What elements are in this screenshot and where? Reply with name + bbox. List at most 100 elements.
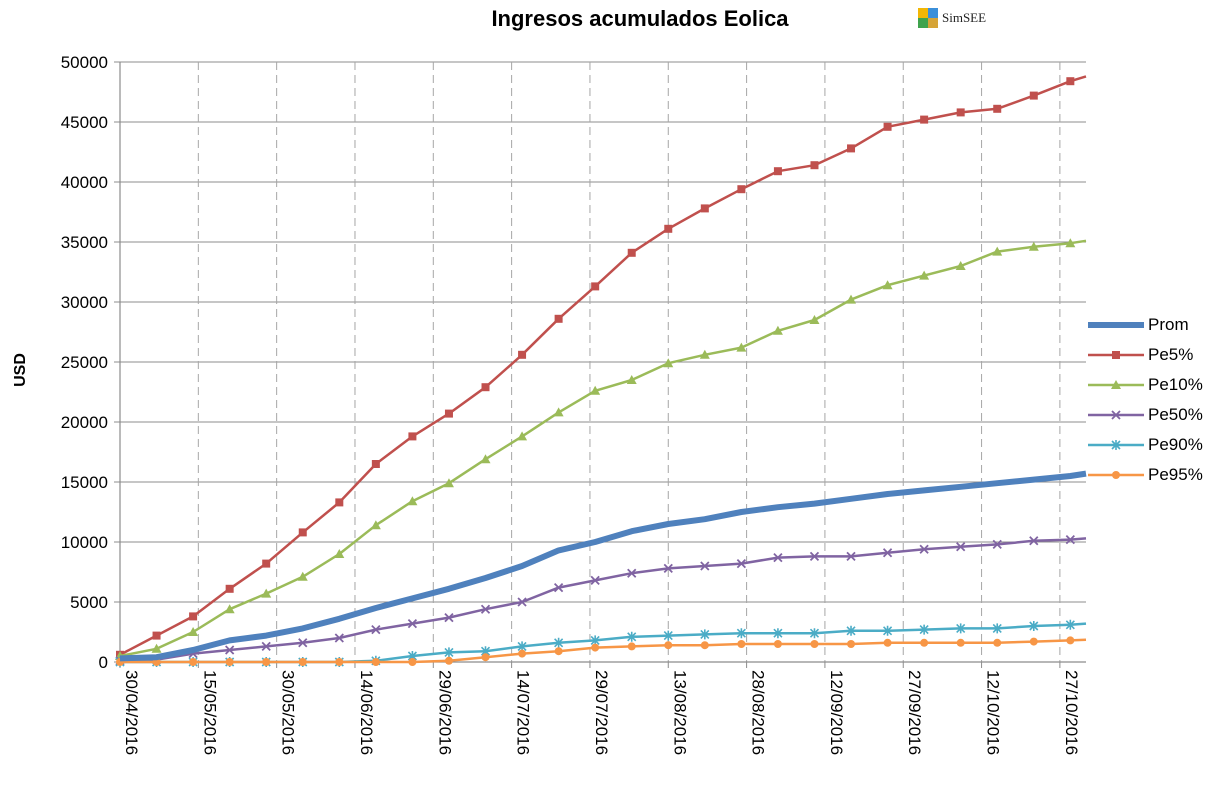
data-point-pe90 bbox=[444, 647, 454, 658]
data-point-pe50 bbox=[517, 597, 527, 607]
data-point-pe95 bbox=[371, 658, 380, 666]
y-tick-label: 15000 bbox=[61, 473, 108, 492]
y-tick-label: 10000 bbox=[61, 533, 108, 552]
data-point-pe95 bbox=[591, 643, 600, 652]
data-point-pe10 bbox=[955, 261, 966, 270]
data-point-pe95 bbox=[627, 642, 636, 651]
data-point-pe10 bbox=[443, 478, 454, 488]
data-point-pe5 bbox=[444, 409, 453, 418]
data-point-pe95 bbox=[554, 647, 563, 656]
data-point-pe10 bbox=[846, 294, 857, 304]
data-point-pe95 bbox=[408, 658, 417, 666]
data-point-pe95 bbox=[847, 640, 856, 648]
legend-swatch-pe90 bbox=[1088, 440, 1144, 450]
data-point-pe90 bbox=[663, 630, 673, 641]
data-point-pe5 bbox=[225, 584, 234, 593]
data-point-pe95 bbox=[1066, 636, 1075, 645]
data-point-pe50 bbox=[992, 539, 1002, 550]
data-point-pe5 bbox=[152, 631, 161, 640]
data-point-pe10 bbox=[882, 280, 893, 290]
data-point-pe10 bbox=[297, 571, 308, 581]
x-tick-label: 14/06/2016 bbox=[357, 670, 376, 755]
series-line-pe50 bbox=[119, 537, 1087, 663]
data-point-pe10 bbox=[699, 349, 710, 359]
x-tick-label: 12/09/2016 bbox=[827, 670, 846, 755]
legend-marker-pe10 bbox=[1111, 380, 1121, 389]
data-point-pe50 bbox=[700, 561, 710, 571]
legend-swatch-pe95 bbox=[1088, 471, 1144, 479]
x-tick-label: 12/10/2016 bbox=[984, 670, 1003, 755]
data-point-pe90 bbox=[1065, 619, 1075, 630]
data-point-pe10 bbox=[1028, 241, 1039, 251]
data-point-pe95 bbox=[664, 641, 673, 650]
data-point-pe95 bbox=[518, 649, 527, 658]
x-tick-label: 30/05/2016 bbox=[279, 670, 298, 755]
data-point-pe90 bbox=[919, 624, 929, 635]
data-point-pe90 bbox=[554, 637, 564, 648]
data-point-pe5 bbox=[189, 612, 198, 621]
legend: Prom Pe5% Pe10% Pe50% Pe90% Pe95% bbox=[1086, 310, 1203, 490]
data-point-pe95 bbox=[444, 656, 453, 665]
data-point-pe50 bbox=[298, 638, 308, 648]
data-point-pe5 bbox=[920, 115, 929, 124]
data-point-pe5 bbox=[298, 528, 307, 537]
data-point-pe95 bbox=[883, 638, 892, 647]
data-point-pe95 bbox=[700, 641, 709, 650]
series-line-prom bbox=[119, 470, 1087, 662]
data-point-pe5 bbox=[700, 204, 709, 213]
data-point-pe10 bbox=[407, 496, 418, 506]
data-point-pe10 bbox=[992, 246, 1003, 256]
data-point-pe10 bbox=[772, 325, 783, 335]
data-point-pe10 bbox=[370, 520, 381, 530]
data-point-pe95 bbox=[993, 638, 1002, 647]
data-point-pe50 bbox=[225, 645, 235, 655]
y-tick-label: 20000 bbox=[61, 413, 108, 432]
data-point-pe50 bbox=[663, 563, 673, 574]
y-tick-label: 5000 bbox=[70, 593, 108, 612]
legend-item-pe50: Pe50% bbox=[1086, 400, 1203, 430]
data-point-pe10 bbox=[151, 643, 162, 653]
data-point-pe5 bbox=[481, 383, 490, 392]
data-point-pe90 bbox=[773, 628, 783, 639]
data-point-pe10 bbox=[553, 407, 564, 417]
data-point-pe10 bbox=[188, 627, 199, 636]
data-point-pe50 bbox=[371, 624, 381, 635]
data-point-pe10 bbox=[224, 604, 235, 614]
data-point-pe10 bbox=[736, 342, 747, 352]
x-tick-label: 13/08/2016 bbox=[670, 670, 689, 755]
data-point-pe50 bbox=[407, 618, 418, 629]
y-tick-label: 35000 bbox=[61, 233, 108, 252]
logo-text: SimSEE bbox=[942, 10, 987, 25]
data-point-pe50 bbox=[444, 612, 454, 623]
data-point-pe50 bbox=[261, 641, 271, 652]
data-point-pe5 bbox=[554, 314, 563, 323]
data-point-pe5 bbox=[591, 282, 600, 291]
legend-swatch-pe5 bbox=[1088, 351, 1144, 359]
data-point-pe95 bbox=[481, 653, 490, 662]
y-tick-label: 30000 bbox=[61, 293, 108, 312]
data-point-pe10 bbox=[517, 431, 528, 441]
data-point-pe5 bbox=[1029, 91, 1038, 100]
data-point-pe50 bbox=[956, 542, 966, 552]
data-point-pe95 bbox=[920, 638, 929, 647]
legend-marker-pe50 bbox=[1111, 410, 1121, 420]
data-point-pe95 bbox=[298, 658, 307, 666]
data-point-pe95 bbox=[773, 640, 782, 648]
data-point-pe5 bbox=[408, 432, 417, 441]
x-tick-label: 15/05/2016 bbox=[200, 670, 219, 755]
data-point-pe90 bbox=[956, 623, 966, 634]
data-point-pe90 bbox=[809, 628, 820, 639]
data-point-pe5 bbox=[737, 185, 746, 194]
data-point-pe50 bbox=[773, 552, 783, 563]
y-tick-label: 40000 bbox=[61, 173, 108, 192]
simsee-logo-icon bbox=[918, 8, 938, 28]
data-point-pe50 bbox=[590, 575, 600, 586]
legend-item-pe10: Pe10% bbox=[1086, 370, 1203, 400]
legend-swatch-pe50 bbox=[1088, 410, 1144, 420]
data-point-pe95 bbox=[1029, 637, 1038, 646]
legend-label-pe50: Pe50% bbox=[1148, 405, 1203, 424]
legend-label-pe90: Pe90% bbox=[1148, 435, 1203, 454]
legend-marker-pe5 bbox=[1112, 351, 1120, 359]
